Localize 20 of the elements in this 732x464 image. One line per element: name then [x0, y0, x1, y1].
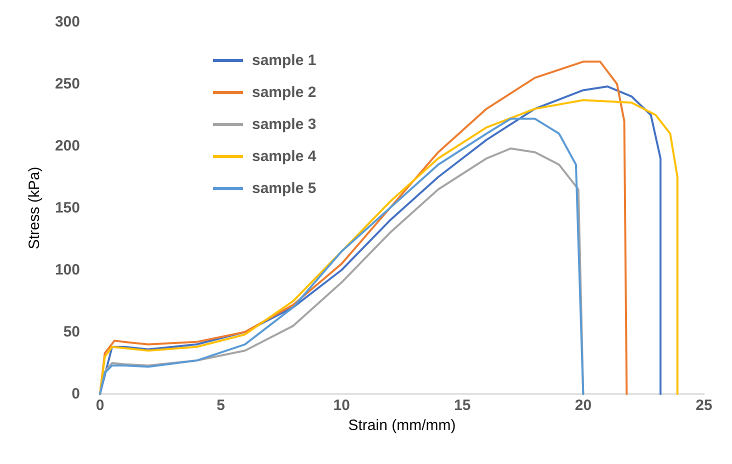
- x-tick-label: 20: [574, 397, 592, 414]
- y-tick-label: 50: [63, 324, 80, 340]
- legend-label: sample 2: [252, 84, 316, 101]
- x-axis-title: Strain (mm/mm): [348, 416, 456, 434]
- y-tick-label: 200: [54, 138, 80, 154]
- y-tick-label: 250: [54, 76, 80, 92]
- y-tick-label: 300: [54, 14, 80, 30]
- x-tick-label: 0: [96, 397, 104, 414]
- x-tick-label: 25: [696, 397, 712, 414]
- legend-label: sample 4: [252, 148, 317, 165]
- legend-label: sample 5: [252, 180, 316, 197]
- y-tick-label: 0: [72, 386, 80, 402]
- y-tick-label: 150: [54, 200, 80, 216]
- legend-label: sample 3: [252, 116, 316, 133]
- legend-label: sample 1: [252, 52, 316, 69]
- y-axis-title: Stress (kPa): [26, 166, 43, 250]
- x-tick-label: 15: [454, 397, 471, 414]
- y-tick-label: 100: [54, 262, 80, 278]
- x-tick-label: 10: [333, 397, 350, 414]
- x-tick-label: 5: [216, 397, 225, 414]
